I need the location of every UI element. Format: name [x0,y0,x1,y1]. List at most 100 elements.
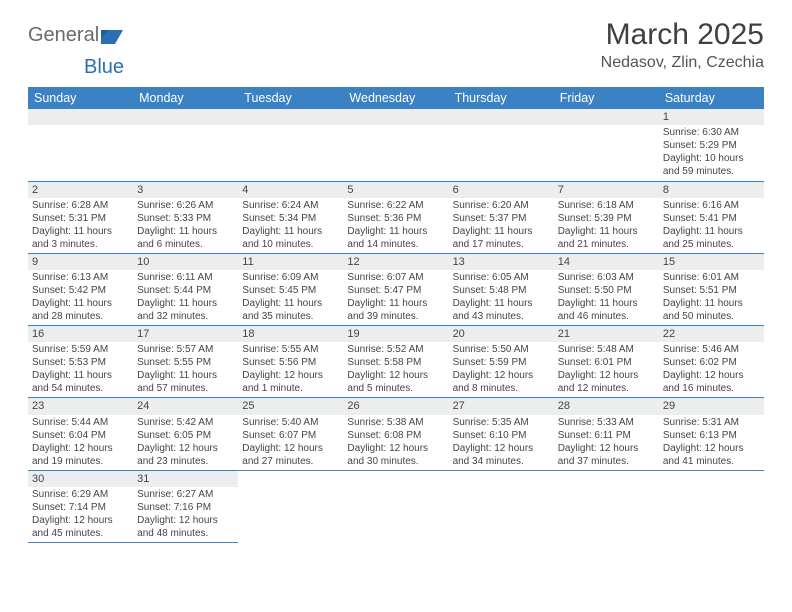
day-number: 28 [554,398,659,414]
sun-info: Sunrise: 6:26 AMSunset: 5:33 PMDaylight:… [133,198,238,253]
day-number: 4 [238,182,343,198]
sun-info: Sunrise: 6:16 AMSunset: 5:41 PMDaylight:… [659,198,764,253]
calendar-day-cell: 27Sunrise: 5:35 AMSunset: 6:10 PMDayligh… [449,398,554,470]
day-number: 27 [449,398,554,414]
day-header: Friday [554,87,659,109]
calendar-empty-cell [28,109,133,181]
day-number: 3 [133,182,238,198]
sun-info: Sunrise: 5:48 AMSunset: 6:01 PMDaylight:… [554,342,659,397]
calendar-empty-cell [659,470,764,542]
day-number: 18 [238,326,343,342]
day-number: 20 [449,326,554,342]
calendar-empty-cell [554,470,659,542]
calendar-week: 1Sunrise: 6:30 AMSunset: 5:29 PMDaylight… [28,109,764,181]
calendar-day-cell: 24Sunrise: 5:42 AMSunset: 6:05 PMDayligh… [133,398,238,470]
calendar-week: 23Sunrise: 5:44 AMSunset: 6:04 PMDayligh… [28,398,764,470]
sun-info: Sunrise: 5:44 AMSunset: 6:04 PMDaylight:… [28,415,133,470]
day-number: 31 [133,471,238,487]
calendar-day-cell: 3Sunrise: 6:26 AMSunset: 5:33 PMDaylight… [133,181,238,253]
calendar-empty-cell [343,470,448,542]
sun-info: Sunrise: 6:24 AMSunset: 5:34 PMDaylight:… [238,198,343,253]
day-number: 14 [554,254,659,270]
calendar-day-cell: 8Sunrise: 6:16 AMSunset: 5:41 PMDaylight… [659,181,764,253]
calendar-day-cell: 23Sunrise: 5:44 AMSunset: 6:04 PMDayligh… [28,398,133,470]
day-number: 24 [133,398,238,414]
logo-flag-icon [101,26,129,46]
calendar-day-cell: 6Sunrise: 6:20 AMSunset: 5:37 PMDaylight… [449,181,554,253]
logo: General [28,18,131,47]
day-number: 19 [343,326,448,342]
calendar-day-cell: 9Sunrise: 6:13 AMSunset: 5:42 PMDaylight… [28,253,133,325]
day-number: 7 [554,182,659,198]
calendar-day-cell: 20Sunrise: 5:50 AMSunset: 5:59 PMDayligh… [449,326,554,398]
calendar-day-cell: 16Sunrise: 5:59 AMSunset: 5:53 PMDayligh… [28,326,133,398]
calendar-empty-cell [238,109,343,181]
calendar-day-cell: 18Sunrise: 5:55 AMSunset: 5:56 PMDayligh… [238,326,343,398]
day-number: 25 [238,398,343,414]
day-number: 2 [28,182,133,198]
empty-day-bar [238,109,343,125]
calendar-day-cell: 21Sunrise: 5:48 AMSunset: 6:01 PMDayligh… [554,326,659,398]
calendar-day-cell: 7Sunrise: 6:18 AMSunset: 5:39 PMDaylight… [554,181,659,253]
calendar-day-cell: 25Sunrise: 5:40 AMSunset: 6:07 PMDayligh… [238,398,343,470]
sun-info: Sunrise: 5:33 AMSunset: 6:11 PMDaylight:… [554,415,659,470]
calendar-day-cell: 12Sunrise: 6:07 AMSunset: 5:47 PMDayligh… [343,253,448,325]
calendar-day-cell: 22Sunrise: 5:46 AMSunset: 6:02 PMDayligh… [659,326,764,398]
calendar-page: General March 2025 Nedasov, Zlin, Czechi… [0,0,792,553]
sun-info: Sunrise: 6:30 AMSunset: 5:29 PMDaylight:… [659,125,764,180]
calendar-empty-cell [554,109,659,181]
day-header: Sunday [28,87,133,109]
sun-info: Sunrise: 6:13 AMSunset: 5:42 PMDaylight:… [28,270,133,325]
calendar-week: 9Sunrise: 6:13 AMSunset: 5:42 PMDaylight… [28,253,764,325]
sun-info: Sunrise: 5:31 AMSunset: 6:13 PMDaylight:… [659,415,764,470]
day-number: 22 [659,326,764,342]
calendar-day-cell: 11Sunrise: 6:09 AMSunset: 5:45 PMDayligh… [238,253,343,325]
day-number: 12 [343,254,448,270]
calendar-day-cell: 15Sunrise: 6:01 AMSunset: 5:51 PMDayligh… [659,253,764,325]
calendar-empty-cell [449,109,554,181]
day-header: Tuesday [238,87,343,109]
sun-info: Sunrise: 6:07 AMSunset: 5:47 PMDaylight:… [343,270,448,325]
calendar-day-cell: 1Sunrise: 6:30 AMSunset: 5:29 PMDaylight… [659,109,764,181]
sun-info: Sunrise: 5:35 AMSunset: 6:10 PMDaylight:… [449,415,554,470]
sun-info: Sunrise: 5:38 AMSunset: 6:08 PMDaylight:… [343,415,448,470]
sun-info: Sunrise: 5:50 AMSunset: 5:59 PMDaylight:… [449,342,554,397]
sun-info: Sunrise: 5:40 AMSunset: 6:07 PMDaylight:… [238,415,343,470]
calendar-table: SundayMondayTuesdayWednesdayThursdayFrid… [28,87,764,543]
day-number: 30 [28,471,133,487]
sun-info: Sunrise: 5:59 AMSunset: 5:53 PMDaylight:… [28,342,133,397]
sun-info: Sunrise: 6:18 AMSunset: 5:39 PMDaylight:… [554,198,659,253]
calendar-day-cell: 4Sunrise: 6:24 AMSunset: 5:34 PMDaylight… [238,181,343,253]
empty-day-bar [343,109,448,125]
sun-info: Sunrise: 6:01 AMSunset: 5:51 PMDaylight:… [659,270,764,325]
day-number: 1 [659,109,764,125]
logo-text-general: General [28,24,99,47]
day-number: 17 [133,326,238,342]
calendar-day-cell: 5Sunrise: 6:22 AMSunset: 5:36 PMDaylight… [343,181,448,253]
calendar-day-cell: 2Sunrise: 6:28 AMSunset: 5:31 PMDaylight… [28,181,133,253]
day-number: 5 [343,182,448,198]
calendar-day-cell: 30Sunrise: 6:29 AMSunset: 7:14 PMDayligh… [28,470,133,542]
sun-info: Sunrise: 6:11 AMSunset: 5:44 PMDaylight:… [133,270,238,325]
calendar-day-cell: 13Sunrise: 6:05 AMSunset: 5:48 PMDayligh… [449,253,554,325]
sun-info: Sunrise: 5:46 AMSunset: 6:02 PMDaylight:… [659,342,764,397]
sun-info: Sunrise: 5:55 AMSunset: 5:56 PMDaylight:… [238,342,343,397]
calendar-header: SundayMondayTuesdayWednesdayThursdayFrid… [28,87,764,109]
day-number: 21 [554,326,659,342]
calendar-body: 1Sunrise: 6:30 AMSunset: 5:29 PMDaylight… [28,109,764,542]
sun-info: Sunrise: 6:09 AMSunset: 5:45 PMDaylight:… [238,270,343,325]
empty-day-bar [28,109,133,125]
day-number: 6 [449,182,554,198]
calendar-day-cell: 17Sunrise: 5:57 AMSunset: 5:55 PMDayligh… [133,326,238,398]
sun-info: Sunrise: 6:28 AMSunset: 5:31 PMDaylight:… [28,198,133,253]
calendar-day-cell: 10Sunrise: 6:11 AMSunset: 5:44 PMDayligh… [133,253,238,325]
empty-day-bar [133,109,238,125]
sun-info: Sunrise: 6:03 AMSunset: 5:50 PMDaylight:… [554,270,659,325]
day-number: 8 [659,182,764,198]
day-number: 23 [28,398,133,414]
sun-info: Sunrise: 6:29 AMSunset: 7:14 PMDaylight:… [28,487,133,542]
empty-day-bar [554,109,659,125]
calendar-empty-cell [449,470,554,542]
calendar-day-cell: 31Sunrise: 6:27 AMSunset: 7:16 PMDayligh… [133,470,238,542]
sun-info: Sunrise: 5:57 AMSunset: 5:55 PMDaylight:… [133,342,238,397]
